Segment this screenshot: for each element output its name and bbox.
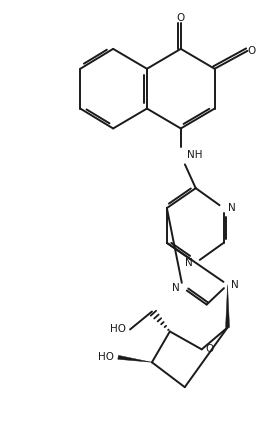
Text: N: N [228, 203, 235, 213]
Text: O: O [206, 344, 214, 354]
Text: O: O [247, 46, 256, 56]
Polygon shape [118, 355, 152, 362]
Text: HO: HO [98, 352, 114, 362]
Text: NH: NH [187, 150, 202, 160]
Text: N: N [185, 258, 193, 268]
Text: HO: HO [110, 324, 126, 335]
Text: N: N [230, 280, 238, 290]
Polygon shape [225, 285, 230, 328]
Text: N: N [172, 283, 180, 293]
Text: O: O [177, 13, 185, 23]
